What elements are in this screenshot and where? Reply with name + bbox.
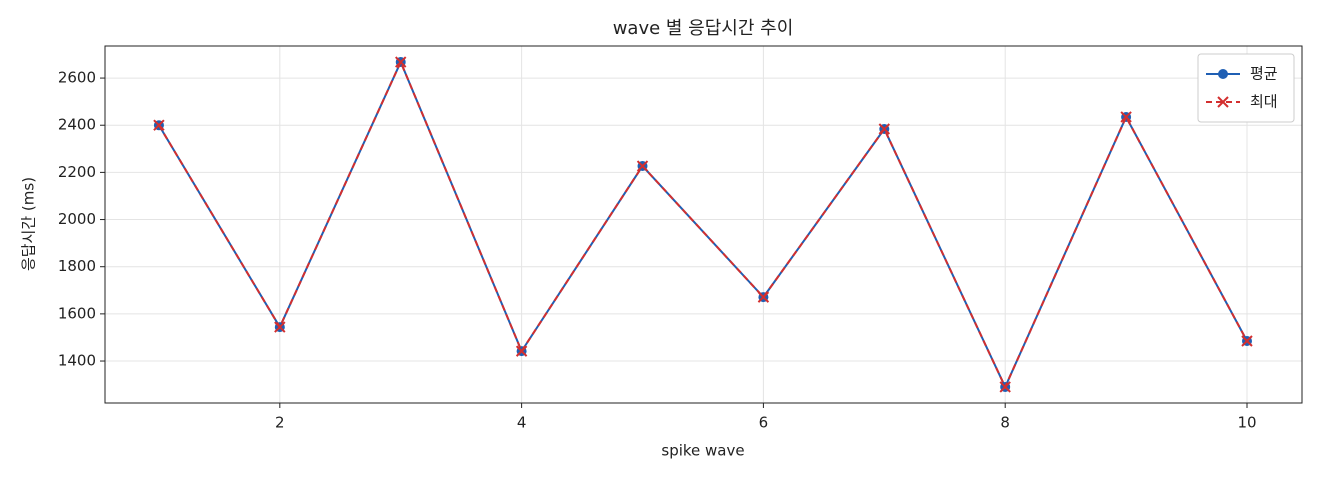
plot-frame [104,45,1303,404]
line [158,59,1248,390]
marker [395,56,407,68]
x-tick-label: 6 [759,414,769,432]
marker [999,381,1011,393]
y-tick-label: 1800 [58,257,96,275]
marker [636,160,649,172]
legend-label: 최대 [1250,93,1278,111]
marker [274,321,286,333]
line [158,59,1248,390]
marker [153,119,165,131]
marker [1241,335,1253,347]
marker [757,291,770,303]
legend-marker [1218,69,1228,79]
y-tick-label: 1400 [58,352,96,370]
y-axis-label: 응답시간 (ms) [20,177,38,271]
legend-label: 평균 [1250,65,1278,83]
y-tick-label: 2600 [58,69,96,87]
y-tick-label: 2400 [58,116,96,134]
x-tick-label: 4 [517,414,527,432]
marker [515,345,528,357]
legend-marker [1217,96,1229,108]
legend-box [1197,53,1295,123]
x-axis-label: spike wave [661,442,744,460]
x-tick-label: 2 [275,414,285,432]
y-tick-label: 2200 [58,163,96,181]
chart-title: wave 별 응답시간 추이 [613,18,794,39]
x-tick-label: 10 [1237,414,1256,432]
y-tick-label: 1600 [58,304,96,322]
marker [878,123,891,135]
marker [1120,111,1132,123]
x-tick-label: 8 [1000,414,1010,432]
y-tick-label: 2000 [58,210,96,228]
